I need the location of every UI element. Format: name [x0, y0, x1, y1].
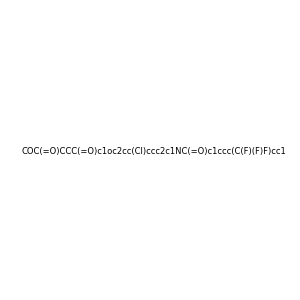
- Text: COC(=O)CCC(=O)c1oc2cc(Cl)ccc2c1NC(=O)c1ccc(C(F)(F)F)cc1: COC(=O)CCC(=O)c1oc2cc(Cl)ccc2c1NC(=O)c1c…: [21, 147, 286, 156]
